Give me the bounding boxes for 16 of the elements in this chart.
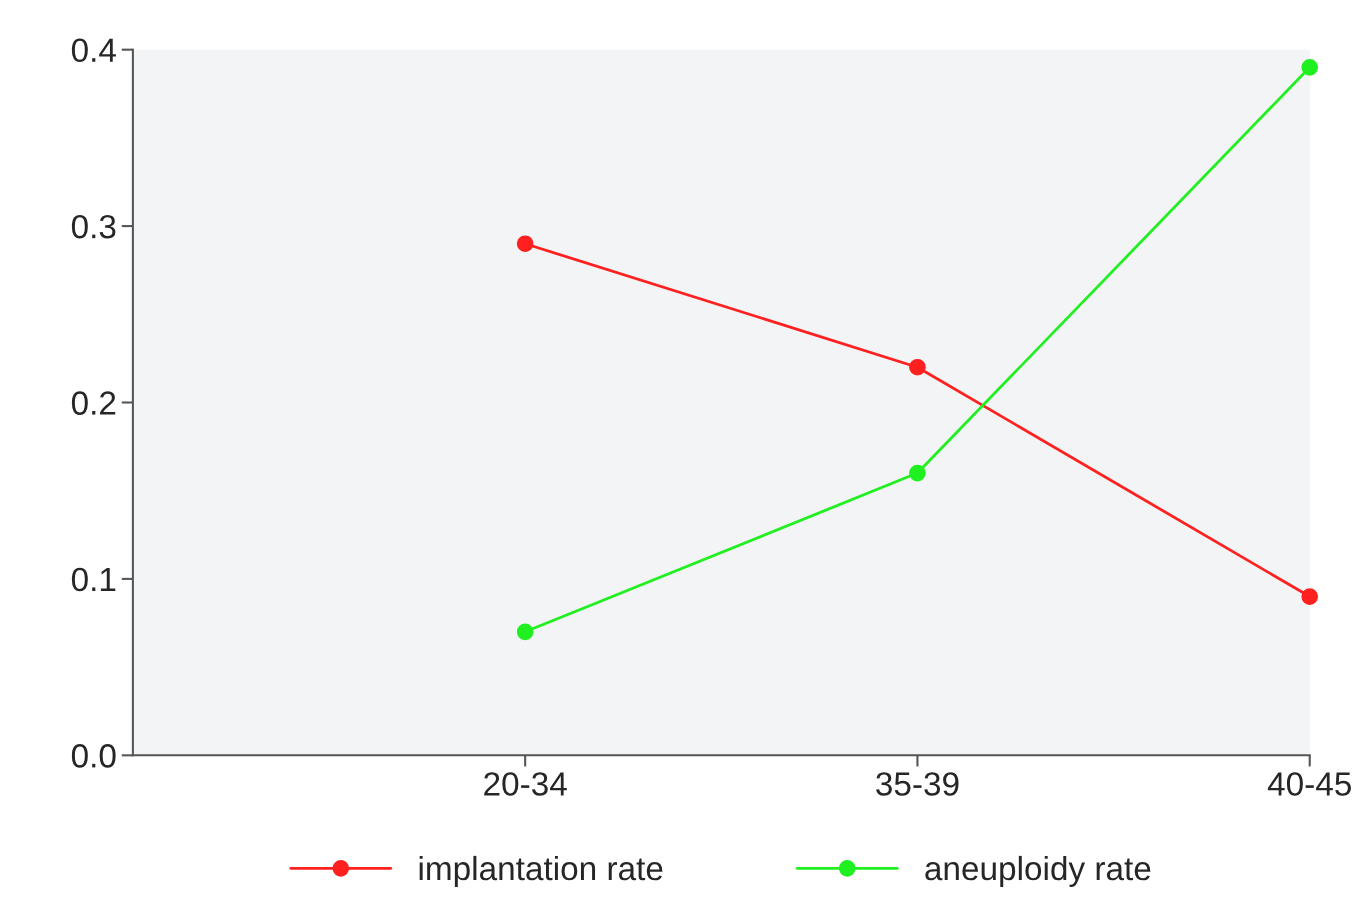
x-tick-label: 40-45 <box>1267 772 1351 796</box>
y-tick-label: 0.4 <box>71 38 116 63</box>
point <box>909 464 926 482</box>
legend-label: implantation rate <box>419 855 663 887</box>
point <box>1301 588 1319 605</box>
x-tick-label: 35-39 <box>876 772 959 796</box>
y-tick-label: 0.1 <box>71 567 116 592</box>
y-tick-label: 0.2 <box>71 391 116 415</box>
y-tick-label: 0.0 <box>71 744 116 768</box>
point <box>909 358 926 376</box>
point <box>516 623 534 641</box>
x-tick-label: 20-34 <box>484 772 567 796</box>
point <box>516 235 534 253</box>
legend-label: aneuploidy rate <box>925 855 1151 887</box>
point <box>1301 58 1319 76</box>
y-tick-label: 0.3 <box>71 214 116 239</box>
